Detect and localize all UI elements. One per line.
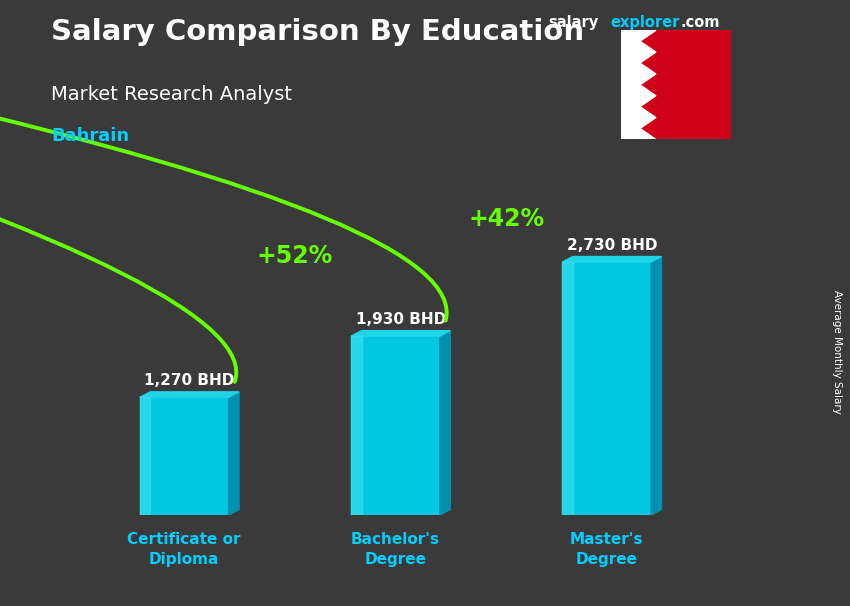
Text: 2,730 BHD: 2,730 BHD	[567, 238, 657, 253]
Polygon shape	[562, 256, 661, 262]
Polygon shape	[351, 336, 361, 515]
Polygon shape	[229, 392, 239, 515]
Polygon shape	[139, 398, 150, 515]
Text: Bahrain: Bahrain	[51, 127, 129, 145]
Text: salary: salary	[548, 15, 598, 30]
Polygon shape	[620, 30, 656, 139]
Polygon shape	[651, 256, 661, 515]
Text: Market Research Analyst: Market Research Analyst	[51, 85, 292, 104]
Text: +52%: +52%	[257, 244, 333, 268]
Text: +42%: +42%	[468, 207, 544, 230]
Polygon shape	[351, 331, 450, 336]
Polygon shape	[562, 262, 573, 515]
Polygon shape	[139, 392, 239, 398]
Text: Average Monthly Salary: Average Monthly Salary	[832, 290, 842, 413]
Bar	[139, 398, 229, 515]
Bar	[351, 336, 439, 515]
Bar	[562, 262, 651, 515]
Text: 1,270 BHD: 1,270 BHD	[144, 373, 235, 388]
Text: explorer: explorer	[610, 15, 680, 30]
Text: Salary Comparison By Education: Salary Comparison By Education	[51, 18, 584, 46]
Text: 1,930 BHD: 1,930 BHD	[355, 312, 445, 327]
Text: .com: .com	[680, 15, 719, 30]
Polygon shape	[439, 331, 450, 515]
